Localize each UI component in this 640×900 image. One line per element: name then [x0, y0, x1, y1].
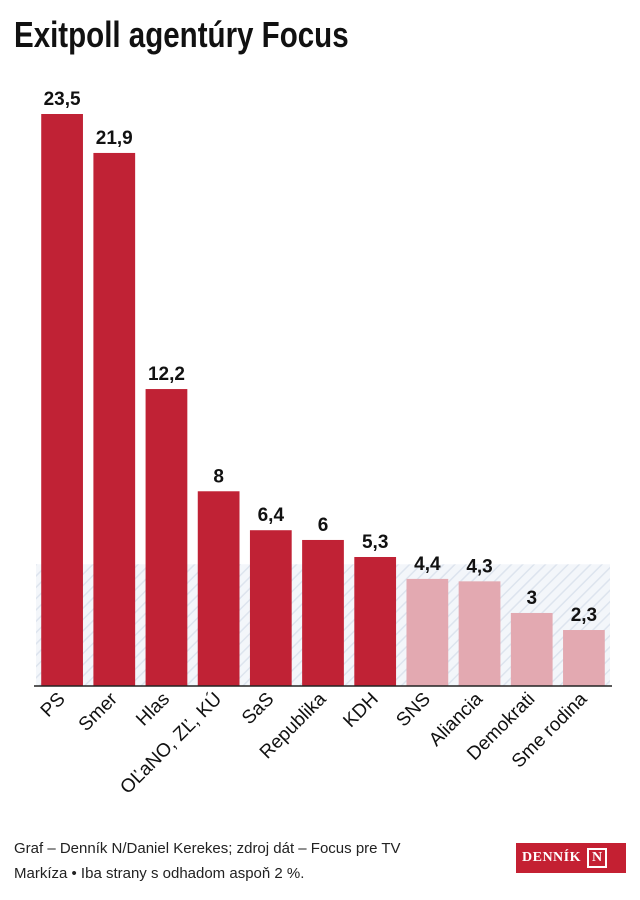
value-label: 4,3: [466, 556, 492, 577]
logo-mark: N: [587, 848, 608, 868]
value-label: 12,2: [148, 364, 185, 385]
dennik-n-logo: DENNÍK N: [516, 843, 626, 873]
x-tick-label: Hlas: [132, 689, 174, 731]
value-label: 23,5: [44, 89, 81, 110]
source-note-line-1: Graf – Denník N/Daniel Kerekes; zdroj dá…: [14, 840, 401, 857]
x-tick-label: PS: [37, 689, 70, 722]
value-label: 5,3: [362, 532, 388, 553]
value-label: 2,3: [571, 605, 597, 626]
value-label: 6,4: [258, 505, 285, 526]
value-label: 3: [526, 588, 537, 609]
value-label: 4,4: [414, 554, 441, 575]
value-label: 6: [318, 515, 329, 536]
logo-text: DENNÍK: [522, 850, 582, 865]
bar: [354, 556, 397, 686]
x-tick-label: KDH: [339, 689, 382, 732]
bar: [458, 581, 501, 686]
bar-chart: 23,5 21,9 12,2 8 6,4 6 5,3 4,4 4,3 3 2,3 PS Smer Hla…: [34, 89, 612, 798]
x-tick-label: SNS: [392, 689, 434, 731]
x-tick-label: SaS: [238, 689, 278, 729]
bar: [145, 389, 188, 686]
x-tick-label: Smer: [75, 688, 122, 735]
bar: [406, 578, 449, 686]
bar: [249, 530, 292, 686]
source-note: Graf – Denník N/Daniel Kerekes; zdroj dá…: [14, 836, 484, 886]
value-label: 21,9: [96, 128, 133, 149]
source-note-line-2: Markíza • Iba strany s odhadom aspoň 2 %…: [14, 865, 305, 882]
bar: [41, 114, 83, 686]
bar: [563, 630, 605, 686]
bar: [93, 152, 136, 686]
bar: [302, 539, 344, 686]
bar: [510, 612, 553, 686]
chart-title: Exitpoll agentúry Focus: [14, 14, 349, 55]
bar: [197, 491, 240, 686]
value-label: 8: [213, 466, 224, 487]
